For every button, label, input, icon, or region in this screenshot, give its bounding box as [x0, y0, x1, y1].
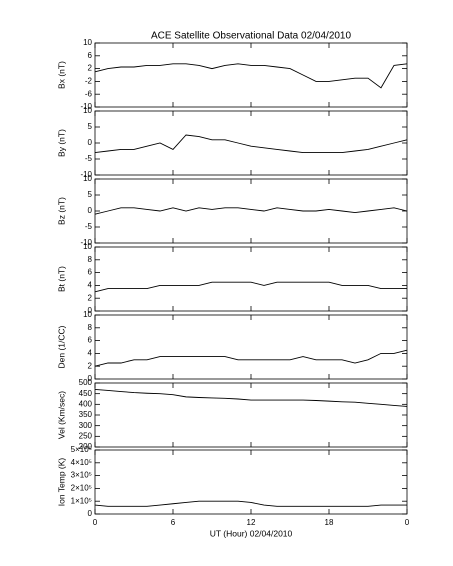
y-tick-label: 5×10⁵: [71, 445, 92, 454]
y-tick-label: 2: [88, 293, 93, 302]
y-tick-label: 300: [79, 421, 93, 430]
y-tick-label: 2: [88, 64, 93, 73]
y-tick-label: -10: [80, 170, 92, 179]
y-tick-label: -2: [85, 77, 93, 86]
y-tick-label: 6: [88, 336, 93, 345]
chart-title: ACE Satellite Observational Data 02/04/2…: [151, 31, 352, 42]
y-axis-label: By (nT): [56, 129, 66, 157]
y-tick-label: 10: [83, 106, 92, 115]
y-tick-label: 2×10⁵: [71, 484, 92, 493]
y-tick-label: 250: [79, 431, 93, 440]
y-tick-label: 8: [88, 323, 93, 332]
y-tick-label: 10: [83, 38, 92, 47]
data-line: [94, 281, 407, 293]
y-tick-label: 3×10⁵: [71, 471, 92, 480]
data-line: [94, 349, 408, 367]
y-tick-label: 6: [88, 268, 93, 277]
y-tick-label: 10: [83, 174, 92, 183]
y-tick-label: 450: [79, 389, 93, 398]
y-tick-label: -5: [85, 222, 93, 231]
y-tick-label: 1×10⁵: [71, 496, 92, 505]
y-tick-label: 6: [88, 51, 93, 60]
y-tick-label: 400: [79, 399, 93, 408]
y-tick-label: -10: [80, 102, 92, 111]
y-tick-label: 8: [88, 255, 93, 264]
y-tick-label: 10: [83, 242, 92, 251]
y-axis-label: Bt (nT): [56, 266, 66, 292]
x-tick-label: 12: [247, 518, 256, 527]
y-tick-label: -10: [80, 238, 92, 247]
y-tick-label: -5: [85, 154, 93, 163]
y-tick-label: 0: [88, 374, 93, 383]
y-tick-label: 4: [88, 349, 93, 358]
y-tick-label: 4×10⁵: [71, 458, 92, 467]
y-tick-label: -6: [85, 89, 93, 98]
y-axis-label: Den (1/CC): [56, 325, 66, 368]
y-tick-label: 5: [88, 190, 93, 199]
y-axis-label: Bz (nT): [56, 197, 66, 225]
y-tick-label: 0: [88, 206, 93, 215]
y-tick-label: 0: [88, 509, 93, 518]
y-tick-label: 200: [79, 442, 93, 451]
y-tick-label: 350: [79, 410, 93, 419]
data-line: [94, 500, 407, 507]
x-axis-label: UT (Hour) 02/04/2010: [210, 528, 293, 538]
y-axis-label: Bx (nT): [56, 61, 66, 89]
y-tick-label: 500: [79, 378, 93, 387]
data-line: [94, 207, 408, 215]
y-tick-label: 10: [83, 310, 92, 319]
y-tick-label: 0: [88, 306, 93, 315]
y-axis-label: Ion Temp (K): [56, 458, 66, 507]
x-tick-label: 0: [93, 518, 98, 527]
x-tick-label: 0: [405, 518, 410, 527]
y-tick-label: 5: [88, 122, 93, 131]
x-tick-label: 6: [171, 518, 176, 527]
y-tick-label: 0: [88, 138, 93, 147]
data-line: [94, 63, 408, 89]
x-tick-label: 18: [325, 518, 334, 527]
data-line: [94, 134, 408, 154]
y-tick-label: 2: [88, 361, 93, 370]
data-line: [94, 388, 408, 407]
y-axis-label: Vel (Km/sec): [56, 391, 66, 439]
y-tick-label: 4: [88, 281, 93, 290]
